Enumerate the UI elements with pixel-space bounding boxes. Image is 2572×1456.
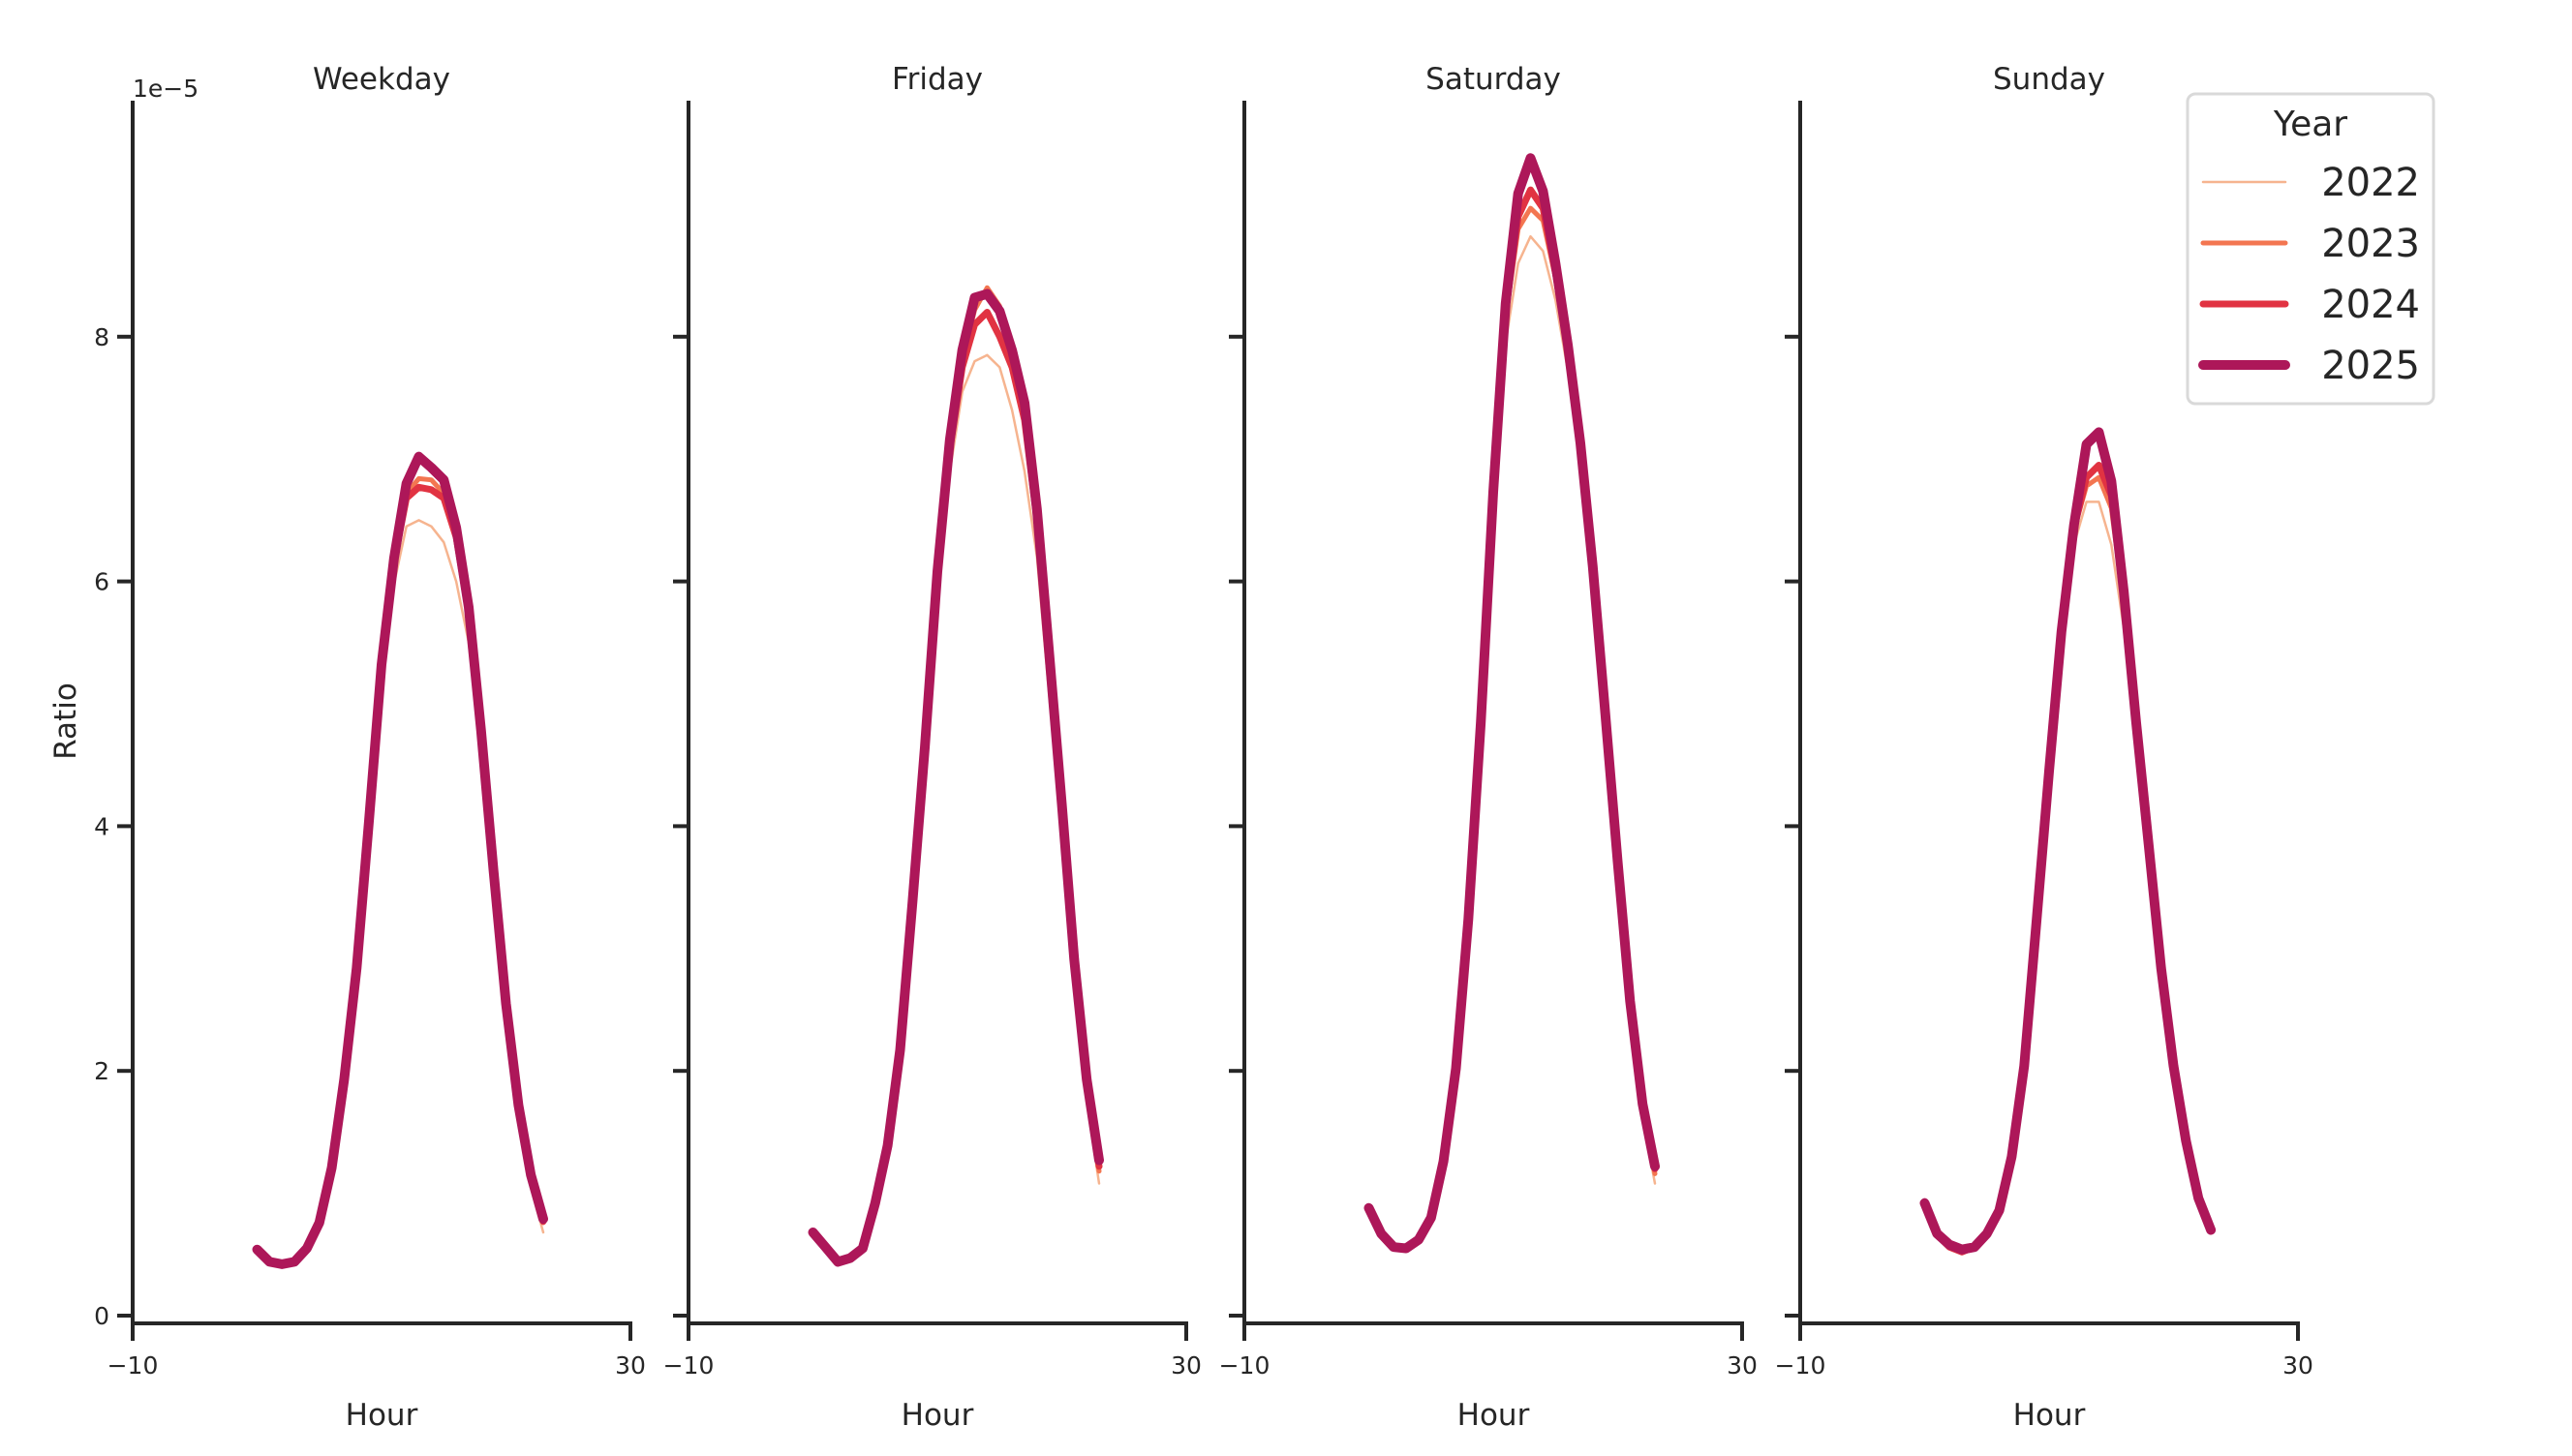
x-axis-label: Hour <box>346 1398 418 1433</box>
legend-label-2024: 2024 <box>2321 283 2420 327</box>
y-tick-label: 2 <box>94 1057 109 1085</box>
panel-title: Weekday <box>313 62 450 97</box>
y-tick-label: 8 <box>94 323 109 351</box>
series-line-2025 <box>808 288 1104 1267</box>
series-line-2025 <box>1919 427 2217 1255</box>
legend: Year 2022 2023 2024 2025 <box>2186 92 2435 406</box>
panel-weekday: Weekday 0 2 4 6 8 −10 30 Hour <box>94 62 646 1433</box>
x-tick-label: −10 <box>1775 1351 1826 1380</box>
x-tick-label: 30 <box>2282 1351 2313 1380</box>
series-line-2023 <box>255 475 546 1267</box>
legend-frame <box>2186 92 2435 406</box>
x-tick-label: 30 <box>1171 1351 1202 1380</box>
x-axis-label: Hour <box>902 1398 974 1433</box>
x-tick-label: −10 <box>1219 1351 1271 1380</box>
series-line-2025 <box>1363 153 1660 1254</box>
series-line-2024 <box>254 483 547 1268</box>
y-axis-label: Ratio <box>48 682 83 760</box>
series-line-2024 <box>1365 186 1659 1252</box>
y-tick-label: 6 <box>94 568 109 596</box>
panel-title: Friday <box>892 62 983 97</box>
legend-label-2025: 2025 <box>2321 344 2420 388</box>
legend-title: Year <box>2273 105 2347 144</box>
series-line-2022 <box>811 353 1101 1263</box>
series-line-2023 <box>1366 205 1658 1251</box>
panel-title: Sunday <box>1993 62 2105 97</box>
x-tick-label: −10 <box>663 1351 715 1380</box>
legend-label-2023: 2023 <box>2321 222 2420 266</box>
x-axis-label: Hour <box>1457 1398 1530 1433</box>
y-offset-label: 1e−5 <box>133 75 199 103</box>
panel-sunday: Sunday −10 30 Hour <box>1775 62 2313 1433</box>
legend-label-2022: 2022 <box>2321 161 2420 205</box>
x-tick-label: −10 <box>107 1351 159 1380</box>
panel-saturday: Saturday −10 30 Hour <box>1219 62 1758 1433</box>
y-tick-label: 0 <box>94 1302 109 1330</box>
y-tick-label: 4 <box>94 812 109 840</box>
x-tick-label: 30 <box>1727 1351 1758 1380</box>
x-tick-label: 30 <box>615 1351 646 1380</box>
panel-friday: Friday −10 30 Hour <box>663 62 1202 1433</box>
panel-title: Saturday <box>1425 62 1561 97</box>
x-axis-label: Hour <box>2013 1398 2086 1433</box>
series-line-2025 <box>252 451 548 1269</box>
